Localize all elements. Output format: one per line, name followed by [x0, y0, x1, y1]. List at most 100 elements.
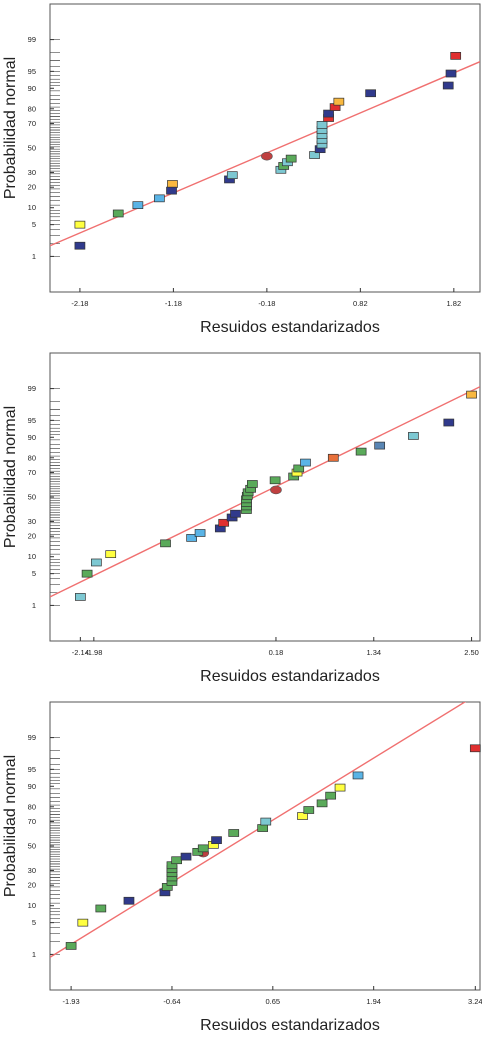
data-point	[334, 783, 346, 792]
y-tick-label: 10	[28, 552, 36, 561]
data-point	[445, 69, 457, 78]
data-point	[75, 593, 86, 601]
chart-1: 1 5 10 20 30 50 70 80 90 95 99 -2.18 -1.18 -0.18 0.82 1…	[2, 3, 481, 336]
x-axis-label: Resuidos estandarizados	[200, 1017, 380, 1034]
y-tick-label: 70	[28, 817, 36, 826]
y-minor-ticks	[50, 39, 60, 257]
x-tick-label: -1.98	[85, 648, 102, 657]
data-point	[352, 771, 364, 780]
y-tick-label: 30	[28, 168, 36, 177]
y-tick-label: 20	[28, 881, 36, 890]
y-tick-label: 5	[32, 918, 36, 927]
x-tick-label: 1.94	[366, 997, 381, 1006]
y-tick-label: 10	[28, 901, 36, 910]
data-point	[260, 817, 272, 826]
data-point	[327, 453, 339, 462]
y-tick-label: 20	[28, 183, 36, 192]
y-tick-label: 99	[28, 733, 36, 742]
data-point	[316, 121, 328, 129]
data-point	[257, 824, 269, 832]
data-point	[166, 186, 177, 195]
y-tick-label: 90	[28, 84, 36, 93]
y-tick-label: 1	[32, 252, 36, 261]
y-tick-label: 99	[28, 384, 36, 393]
data-point	[293, 464, 305, 473]
data-point	[374, 441, 386, 450]
data-point	[81, 569, 93, 578]
data-point	[323, 109, 334, 118]
data-point	[105, 550, 117, 559]
y-tick-label: 80	[28, 104, 36, 113]
y-tick-label: 90	[28, 782, 36, 791]
data-point	[171, 856, 183, 865]
data-point-mean	[270, 485, 282, 495]
y-tick-label: 30	[28, 866, 36, 875]
data-point	[303, 806, 315, 814]
y-tick-label: 70	[28, 119, 36, 128]
data-point	[186, 534, 197, 542]
y-tick-label: 95	[28, 416, 36, 425]
data-point	[180, 852, 192, 861]
data-point-mean	[261, 151, 273, 161]
y-tick-label: 30	[28, 517, 36, 526]
data-points	[74, 52, 462, 250]
y-tick-label: 70	[28, 468, 36, 477]
data-point	[211, 836, 222, 844]
data-point	[226, 171, 238, 180]
plot-frame	[49, 701, 481, 991]
data-point	[355, 447, 367, 456]
data-point	[285, 154, 297, 163]
y-tick-label: 1	[32, 601, 36, 610]
data-point	[112, 209, 124, 218]
x-tick-label: -0.18	[258, 299, 275, 308]
x-tick-label: 0.65	[266, 997, 281, 1006]
y-tick-label: 50	[28, 144, 36, 153]
data-point	[194, 529, 206, 537]
data-point	[91, 558, 102, 567]
data-point	[325, 791, 337, 800]
y-tick-label: 10	[28, 203, 36, 212]
data-point	[365, 89, 376, 98]
data-point	[316, 799, 328, 808]
y-tick-label: 5	[32, 220, 36, 229]
y-minor-ticks	[50, 388, 60, 606]
data-point	[228, 829, 240, 837]
data-point	[230, 509, 241, 518]
x-tick-label: 2.50	[464, 648, 479, 657]
data-point	[309, 151, 320, 159]
data-point	[247, 480, 258, 488]
data-points	[75, 390, 477, 601]
data-point	[123, 896, 135, 905]
data-point	[300, 458, 311, 467]
data-point	[74, 220, 86, 229]
plot-frame	[49, 3, 481, 293]
x-tick-label: -0.64	[163, 997, 180, 1006]
x-tick-label: -1.93	[63, 997, 80, 1006]
data-point	[65, 942, 77, 950]
x-tick-label: 0.18	[269, 648, 284, 657]
data-point	[218, 518, 230, 527]
data-point	[450, 52, 462, 60]
x-tick-label: 3.24	[468, 997, 482, 1006]
y-axis-label: Probabilidad normal	[2, 57, 19, 199]
x-tick-label: 1.34	[366, 648, 381, 657]
y-tick-label: 99	[28, 35, 36, 44]
y-axis-label: Probabilidad normal	[2, 406, 19, 548]
y-tick-label: 80	[28, 802, 36, 811]
y-tick-label: 50	[28, 493, 36, 502]
fit-line	[50, 386, 480, 598]
data-points	[65, 744, 481, 950]
y-tick-label: 20	[28, 532, 36, 541]
y-axis-label: Probabilidad normal	[2, 755, 19, 897]
data-point	[74, 241, 86, 250]
x-axis-label: Resuidos estandarizados	[200, 668, 380, 685]
data-point	[269, 476, 281, 485]
x-axis-label: Resuidos estandarizados	[200, 319, 380, 336]
x-tick-label: 1.82	[447, 299, 462, 308]
y-tick-label: 1	[32, 950, 36, 959]
y-tick-label: 50	[28, 842, 36, 851]
data-point	[95, 904, 107, 913]
data-point	[333, 97, 345, 106]
chart-3: 1 5 10 20 30 50 70 80 90 95 99 -1.93 -0.64 0.65 1.94 3.…	[2, 701, 482, 1034]
data-point	[408, 432, 419, 440]
